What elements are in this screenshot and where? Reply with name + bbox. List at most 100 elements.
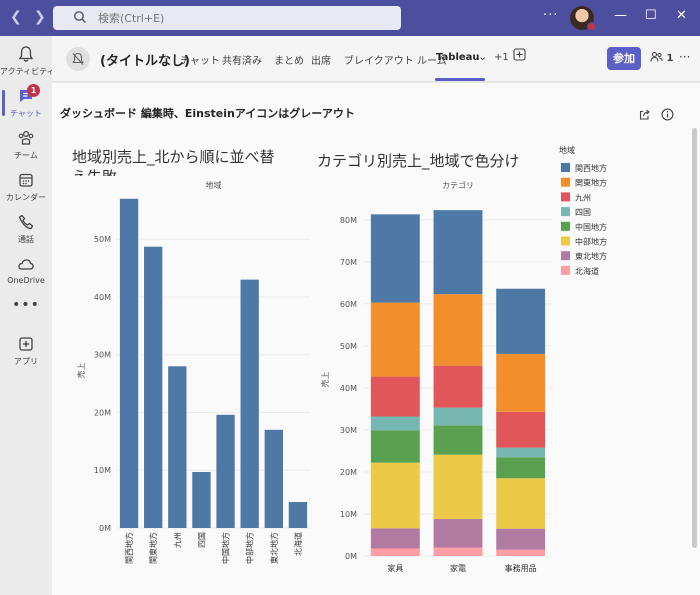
more-apps-icon[interactable]: ••• bbox=[12, 297, 40, 313]
bar[interactable] bbox=[264, 429, 283, 528]
bar[interactable] bbox=[240, 279, 259, 528]
y-tick-label: 10M bbox=[94, 466, 111, 475]
y-tick-label: 0M bbox=[345, 552, 357, 561]
maximize-icon[interactable]: ☐ bbox=[645, 8, 657, 23]
chat-header: (タイトルなし) チャット 共有済み まとめ 出席 ブレイクアウト ルーム Ta… bbox=[52, 36, 700, 82]
bar-segment[interactable] bbox=[370, 214, 420, 303]
legend-swatch bbox=[561, 192, 570, 202]
y-tick-label: 70M bbox=[340, 258, 357, 267]
bar[interactable] bbox=[144, 246, 163, 528]
bell-icon bbox=[18, 46, 34, 62]
chart-title: カテゴリ別売上_地域で色分け bbox=[317, 152, 520, 171]
x-tick-label: 事務用品 bbox=[505, 563, 537, 573]
muted-chat-avatar bbox=[66, 47, 90, 71]
bar-segment[interactable] bbox=[433, 454, 483, 520]
search-box[interactable] bbox=[53, 6, 401, 30]
forward-arrow-icon[interactable]: ❯ bbox=[34, 9, 46, 25]
bar-segment[interactable] bbox=[496, 528, 546, 550]
legend-entry: 四国 bbox=[575, 208, 591, 217]
bar[interactable] bbox=[168, 366, 187, 528]
rail-item-onedrive[interactable]: OneDrive bbox=[0, 252, 52, 294]
bar[interactable] bbox=[192, 471, 211, 528]
bar[interactable] bbox=[288, 502, 308, 528]
phone-icon bbox=[18, 214, 34, 230]
legend-entry: 北海道 bbox=[575, 266, 599, 276]
bar[interactable] bbox=[119, 198, 139, 528]
tab-chat[interactable]: チャット bbox=[180, 56, 220, 67]
bar-segment[interactable] bbox=[433, 425, 483, 455]
share-icon[interactable] bbox=[638, 108, 651, 121]
x-tick-label: 九州 bbox=[173, 532, 182, 548]
minimize-icon[interactable]: — bbox=[614, 8, 627, 23]
bell-off-icon bbox=[72, 52, 84, 65]
y-tick-label: 20M bbox=[340, 468, 357, 477]
scrollbar[interactable] bbox=[692, 128, 697, 548]
bar-segment[interactable] bbox=[433, 407, 483, 426]
y-axis-label: 売上 bbox=[76, 363, 86, 379]
bar-segment[interactable] bbox=[433, 294, 483, 366]
teams-icon bbox=[18, 130, 34, 145]
legend-swatch bbox=[561, 236, 570, 246]
x-tick-label: 関西地方 bbox=[124, 532, 134, 564]
participants-button[interactable]: 1 bbox=[650, 51, 673, 64]
rail-label: 通話 bbox=[18, 235, 34, 244]
avatar[interactable] bbox=[570, 6, 596, 31]
bar-segment[interactable] bbox=[433, 365, 483, 408]
bar-segment[interactable] bbox=[433, 210, 483, 295]
tab-recap[interactable]: まとめ bbox=[274, 56, 304, 67]
app-rail: アクティビティ 1 チャット チーム カレンダー 通話 OneDrive •••… bbox=[0, 36, 55, 595]
bar-segment[interactable] bbox=[496, 457, 546, 479]
bar-segment[interactable] bbox=[496, 353, 546, 412]
dashboard-title: ダッシュボード 編集時、Einsteinアイコンはグレーアウト bbox=[60, 107, 355, 120]
bar-segment[interactable] bbox=[433, 547, 483, 556]
bar-segment[interactable] bbox=[496, 549, 546, 556]
bar-segment[interactable] bbox=[370, 302, 420, 377]
legend-swatch bbox=[561, 251, 570, 261]
active-tab-indicator bbox=[435, 78, 485, 81]
legend-entry: 関東地方 bbox=[575, 178, 607, 188]
chart-header: カテゴリ bbox=[442, 180, 474, 190]
bar[interactable] bbox=[216, 414, 235, 528]
close-icon[interactable]: ✕ bbox=[676, 8, 687, 23]
rail-label: アプリ bbox=[14, 357, 38, 366]
legend-entry: 東北地方 bbox=[575, 251, 607, 261]
rail-item-apps[interactable]: アプリ bbox=[0, 332, 52, 374]
tab-tableau[interactable]: Tableau bbox=[436, 52, 480, 63]
tab-shared[interactable]: 共有済み bbox=[222, 56, 262, 67]
legend-entry: 関西地方 bbox=[575, 163, 607, 173]
tableau-dashboard[interactable]: 地域別売上_北から順に並べ替え失敗 地域売上0M10M20M30M40M50M関西… bbox=[52, 83, 692, 595]
chart-title: 地域別売上_北から順に並べ替え失敗 bbox=[72, 148, 275, 186]
bar-segment[interactable] bbox=[496, 288, 546, 354]
bar-segment[interactable] bbox=[496, 411, 546, 448]
rail-item-chat[interactable]: 1 チャット bbox=[0, 84, 52, 126]
more-options-icon[interactable]: ··· bbox=[543, 8, 559, 23]
rail-item-activity[interactable]: アクティビティ bbox=[0, 42, 55, 84]
search-input[interactable] bbox=[98, 8, 388, 28]
bar-segment[interactable] bbox=[433, 519, 483, 548]
page-title: (タイトルなし) bbox=[100, 54, 190, 69]
bar-segment[interactable] bbox=[370, 548, 420, 556]
rail-item-calls[interactable]: 通話 bbox=[0, 210, 52, 252]
legend-swatch bbox=[561, 163, 570, 172]
rail-item-teams[interactable]: チーム bbox=[0, 126, 52, 168]
bar-segment[interactable] bbox=[370, 416, 420, 431]
back-arrow-icon[interactable]: ❮ bbox=[10, 9, 22, 25]
bar-segment[interactable] bbox=[370, 462, 420, 529]
add-tab-icon[interactable] bbox=[513, 48, 526, 64]
more-options-icon[interactable]: ··· bbox=[679, 50, 691, 64]
cloud-icon bbox=[18, 259, 34, 270]
tab-attendance[interactable]: 出席 bbox=[311, 56, 331, 67]
chevron-down-icon[interactable]: ⌄ bbox=[478, 50, 488, 63]
tab-overflow[interactable]: +1 bbox=[494, 52, 509, 63]
x-tick-label: 東北地方 bbox=[269, 532, 279, 564]
bar-segment[interactable] bbox=[496, 478, 546, 529]
bar-segment[interactable] bbox=[370, 376, 420, 417]
rail-item-calendar[interactable]: カレンダー bbox=[0, 168, 52, 210]
add-app-icon bbox=[19, 337, 33, 351]
join-button[interactable]: 参加 bbox=[607, 47, 641, 70]
bar-segment[interactable] bbox=[370, 430, 420, 463]
info-icon[interactable] bbox=[661, 108, 674, 121]
bar-segment[interactable] bbox=[370, 528, 420, 549]
bar-segment[interactable] bbox=[496, 447, 546, 458]
tab-breakout-rooms[interactable]: ブレイクアウト ルーム bbox=[344, 56, 447, 67]
